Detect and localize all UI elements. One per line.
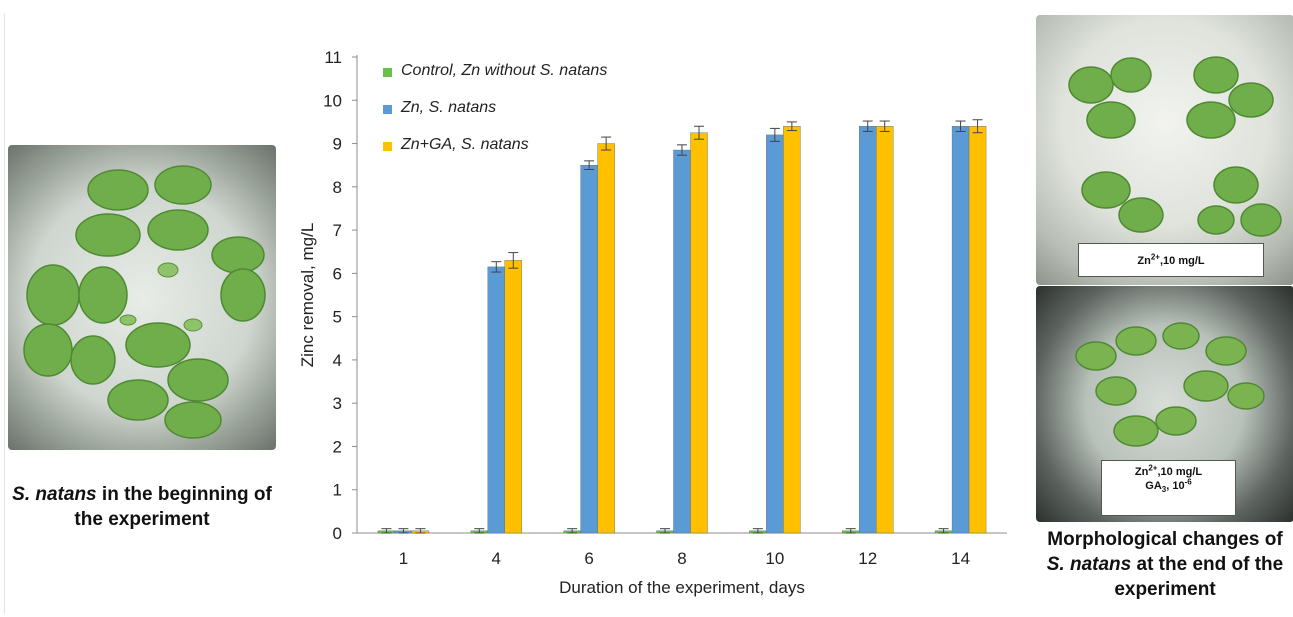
legend-swatch-zn-ga xyxy=(383,142,392,151)
legend-label-zn: Zn, S. natans xyxy=(401,99,497,116)
left-caption-species: S. natans xyxy=(12,484,97,505)
bar-zn-ga xyxy=(597,143,615,534)
ga-label-text: GA xyxy=(1145,480,1162,492)
zinc-label: Zn2+,10 mg/L xyxy=(1078,243,1264,277)
bar-zn xyxy=(673,149,691,534)
bar-zn-ga xyxy=(690,132,708,534)
legend-swatch-zn xyxy=(383,105,392,114)
left-photo-caption: S. natans in the beginning of the experi… xyxy=(8,482,276,532)
y-tick-label: 11 xyxy=(324,48,342,67)
y-tick-label: 4 xyxy=(333,351,342,370)
y-tick-label: 5 xyxy=(333,308,342,327)
x-tick-label: 1 xyxy=(399,549,408,568)
y-tick-label: 0 xyxy=(333,524,342,543)
y-tick-label: 3 xyxy=(333,394,342,413)
x-tick-label: 8 xyxy=(677,549,686,568)
legend-label-zn-ga: Zn+GA, S. natans xyxy=(401,136,529,153)
y-axis-label: Zinc removal, mg/L xyxy=(298,223,317,368)
y-tick-label: 8 xyxy=(333,178,342,197)
y-tick-label: 9 xyxy=(333,135,342,154)
bar-zn-ga xyxy=(783,126,801,534)
bar-zn xyxy=(580,164,598,534)
x-tick-label: 14 xyxy=(951,549,970,568)
y-tick-label: 2 xyxy=(333,437,342,456)
x-tick-label: 6 xyxy=(584,549,593,568)
bar-zn-ga xyxy=(876,126,894,534)
bar-zn xyxy=(951,126,970,534)
bar-zn-ga xyxy=(504,260,522,534)
x-tick-label: 10 xyxy=(765,549,784,568)
zinc-ga-label-ion: Zn xyxy=(1134,466,1149,478)
zinc-label-charge: 2+ xyxy=(1150,252,1160,262)
y-tick-label: 6 xyxy=(333,264,342,283)
ga-label-exp: -6 xyxy=(1184,477,1192,487)
x-tick-label: 4 xyxy=(492,549,501,568)
bar-zn-ga xyxy=(968,126,987,534)
bar-zn xyxy=(766,134,784,534)
zinc-ga-label: Zn2+,10 mg/L GA3, 10-6 xyxy=(1101,460,1236,516)
legend-swatch-control xyxy=(383,68,392,77)
y-tick-label: 7 xyxy=(333,221,342,240)
zinc-ga-label-line1: Zn2+,10 mg/L xyxy=(1102,463,1235,479)
zinc-ga-label-conc: ,10 mg/L xyxy=(1157,466,1203,478)
left-caption-text: in the beginning of the experiment xyxy=(74,484,272,530)
right-photo-caption: Morphological changes of S. natans at th… xyxy=(1036,527,1293,602)
x-axis-label: Duration of the experiment, days xyxy=(559,578,805,597)
zinc-treatment-photo xyxy=(1036,15,1293,285)
left-border-line xyxy=(4,14,5,614)
zinc-ga-label-charge: 2+ xyxy=(1148,463,1158,473)
right-caption-species: S. natans xyxy=(1046,554,1132,575)
right-caption-text: at the end of the experiment xyxy=(1114,554,1284,600)
zinc-label-conc: ,10 mg/L xyxy=(1159,255,1205,267)
legend-label-control: Control, Zn without S. natans xyxy=(401,62,608,79)
right-caption-top: Morphological changes of xyxy=(1047,529,1283,550)
bar-zn xyxy=(487,266,505,534)
x-tick-label: 12 xyxy=(858,549,877,568)
right-caption-bottom: S. natans at the end of the experiment xyxy=(1036,552,1293,602)
ga-label-conc: , 10 xyxy=(1166,480,1185,492)
initial-plant-photo xyxy=(8,145,276,450)
bar-zn xyxy=(859,126,877,534)
zinc-ga-label-line2: GA3, 10-6 xyxy=(1102,477,1235,495)
y-tick-label: 1 xyxy=(333,481,342,500)
y-tick-label: 10 xyxy=(323,91,342,110)
zinc-label-ion: Zn xyxy=(1137,255,1151,267)
ga-label-sub: 3 xyxy=(1161,485,1167,495)
